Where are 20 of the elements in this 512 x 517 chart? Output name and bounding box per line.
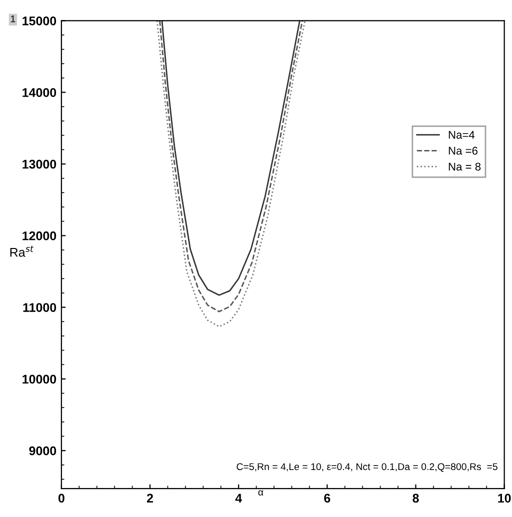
- x-tick-label: 4: [235, 494, 242, 502]
- y-tick-label: 13000: [22, 160, 56, 169]
- legend-label: Na=4: [448, 131, 475, 139]
- y-axis-title: Ra$^{st}$: [10, 246, 34, 257]
- annotation: C=5,Rn = 4,Le = 10, ε=0.4, Nct = 0.1,Da = 0.2,Q=800,Rs =5: [236, 463, 498, 472]
- y-tick-label: 11000: [23, 303, 56, 312]
- y-tick-label: 10000: [22, 374, 56, 384]
- text: 1: [10, 15, 16, 22]
- x-tick-label: 2: [146, 494, 153, 502]
- x-tick-label: 0: [58, 494, 64, 503]
- legend-label: Na = 8: [448, 162, 481, 171]
- x-tick-label: 10: [498, 494, 511, 503]
- x-tick-label: 8: [412, 494, 419, 503]
- y-tick-label: 15000: [22, 16, 56, 26]
- y-tick-label: 9000: [29, 446, 56, 456]
- x-tick-label: 6: [324, 494, 330, 503]
- x-axis-title: α: [258, 490, 264, 496]
- y-tick-label: 12000: [22, 231, 56, 240]
- y-tick-label: 14000: [22, 88, 56, 97]
- legend-label: Na =6: [448, 146, 478, 155]
